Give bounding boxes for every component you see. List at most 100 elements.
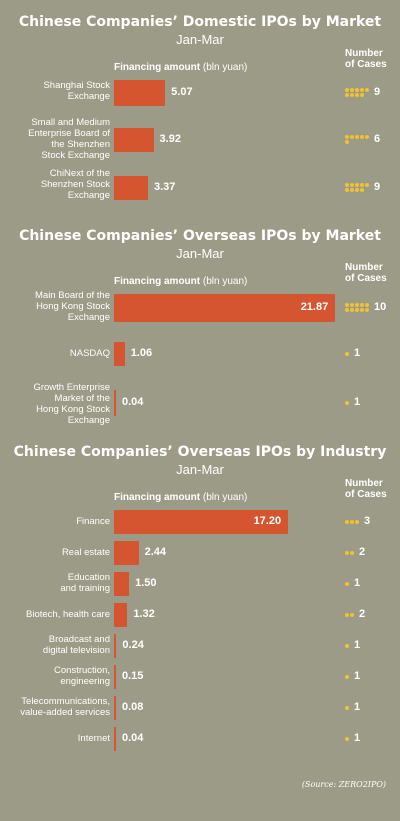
bar [114,176,148,200]
category-label: Education and training [60,572,110,594]
case-dot [365,308,369,312]
bar [114,696,116,720]
bar [114,80,166,106]
case-dot [345,308,349,312]
cases-column-label: Number of Cases [345,48,387,70]
financing-axis-label: Financing amount (bln yuan) [114,276,247,287]
financing-axis-label: Financing amount (bln yuan) [114,62,247,73]
case-dot [360,88,364,92]
value-label: 0.24 [122,639,144,651]
bar [114,541,139,565]
source-note: (Source: ZERO2IPO) [301,780,386,789]
case-count: 1 [354,577,361,589]
case-dot [345,303,349,307]
case-dot [360,183,364,187]
value-label: 0.04 [122,732,144,744]
chart-subtitle: Jan-Mar [176,462,224,477]
case-dot [345,644,349,648]
case-count: 3 [364,515,371,527]
chart-subtitle: Jan-Mar [176,246,224,261]
case-dot [345,613,349,617]
case-dot [345,675,349,679]
value-label: 1.06 [130,347,153,359]
bar [114,342,125,366]
case-dot [350,551,354,555]
case-dot [345,140,349,144]
case-dot [350,613,354,617]
category-label: Construction, engineering [54,665,110,687]
category-label: Shanghai Stock Exchange [43,80,110,102]
case-dot [355,303,359,307]
chart-title: Chinese Companies’ Overseas IPOs by Mark… [19,228,381,244]
category-label: Internet [77,733,110,744]
financing-axis-label-bold: Financing amount [114,62,201,73]
case-dot [345,188,349,192]
value-label: 3.37 [154,181,176,193]
cases-column-label: Number of Cases [345,478,387,500]
bar [114,665,116,689]
value-label: 3.92 [159,133,181,145]
bar [114,603,128,627]
case-dot [345,737,349,741]
case-dot [345,401,349,405]
case-dot [345,135,349,139]
case-dot [360,93,364,97]
case-dot [355,88,359,92]
financing-axis-label-bold: Financing amount [114,276,201,287]
financing-axis-label-unit: (bln yuan) [202,276,248,287]
case-dot [355,188,359,192]
bar [114,390,116,416]
category-label: Real estate [61,547,110,558]
case-dot [355,308,359,312]
case-dot [350,135,354,139]
category-label: Main Board of the Hong Kong Stock Exchange [35,290,110,323]
category-label: Small and Medium Enterprise Board of the S… [28,117,110,161]
case-dot [355,135,359,139]
case-dot [365,88,369,92]
bar [114,294,335,322]
financing-axis-label-unit: (bln yuan) [202,492,248,503]
case-count: 6 [374,133,381,145]
value-label: 17.20 [253,515,282,527]
case-count: 10 [374,301,387,313]
case-dot [345,520,349,524]
case-dot [350,188,354,192]
case-dot [355,93,359,97]
case-dot [360,308,364,312]
case-dot [360,303,364,307]
case-count: 1 [354,701,361,713]
category-label: Growth Enterprise Market of the Hong Kong … [33,382,110,426]
case-count: 2 [359,608,366,620]
category-label: Broadcast and digital television [42,634,110,656]
case-dot [365,303,369,307]
case-dot [360,135,364,139]
case-dot [350,308,354,312]
case-dot [345,93,349,97]
bar [114,727,116,751]
bar [114,572,130,596]
value-label: 0.15 [122,670,144,682]
bar [114,510,288,534]
case-dot [355,520,359,524]
category-label: NASDAQ [69,348,110,359]
case-dot [360,188,364,192]
case-dot [350,183,354,187]
case-count: 1 [354,347,361,359]
financing-axis-label-bold: Financing amount [114,492,201,503]
category-label: ChiNext of the Shenzhen Stock Exchange [40,168,110,201]
case-dot [355,183,359,187]
value-label: 1.32 [133,608,155,620]
chart-title: Chinese Companies’ Domestic IPOs by Mark… [18,14,382,30]
case-dot [365,183,369,187]
value-label: 21.87 [300,301,329,313]
case-count: 1 [354,670,361,682]
case-dot [350,93,354,97]
case-count: 9 [374,181,381,193]
value-label: 5.07 [171,86,193,98]
case-dot [350,520,354,524]
category-label: Telecommunications, value-added services [20,696,110,718]
case-count: 9 [374,86,381,98]
case-dot [350,88,354,92]
case-count: 1 [354,732,361,744]
bar [114,128,154,152]
